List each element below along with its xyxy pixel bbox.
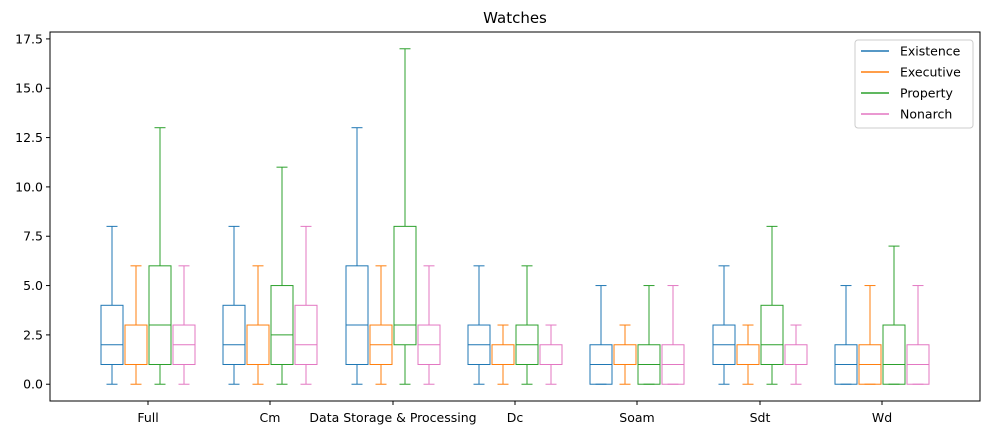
legend-label-executive: Executive <box>900 65 961 80</box>
box-property <box>148 127 172 385</box>
chart-title: Watches <box>483 9 547 27</box>
x-tick-label: Soam <box>619 410 654 425</box>
box-iqr <box>246 324 270 365</box>
box-property <box>393 48 417 385</box>
y-tick-label: 5.0 <box>23 278 43 293</box>
box-existence <box>712 265 736 385</box>
x-tick-label: Full <box>137 410 158 425</box>
box-iqr <box>270 285 294 365</box>
legend-label-nonarch: Nonarch <box>900 107 952 122</box>
y-tick-label: 12.5 <box>15 130 43 145</box>
box-iqr <box>148 265 172 365</box>
box-existence <box>345 127 369 385</box>
axes-frame <box>49 31 981 402</box>
x-tick-label: Data Storage & Processing <box>309 410 476 425</box>
box-nonarch <box>661 285 685 385</box>
box-property <box>515 265 539 385</box>
box-iqr <box>882 324 906 385</box>
box-nonarch <box>294 225 318 385</box>
legend-box <box>854 39 974 129</box>
box-existence <box>222 225 246 385</box>
legend: Existence Executive Property Nonarch <box>854 39 974 129</box>
box-existence <box>100 225 124 385</box>
box-executive <box>858 285 882 385</box>
box-iqr <box>124 324 148 365</box>
x-tick-label: Dc <box>507 410 524 425</box>
box-nonarch <box>906 285 930 385</box>
box-iqr <box>539 344 563 365</box>
y-tick-label: 10.0 <box>15 179 43 194</box>
box-property <box>270 166 294 385</box>
box-executive <box>736 324 760 385</box>
box-property <box>760 225 784 385</box>
x-tick-label: Sdt <box>750 410 771 425</box>
box-executive <box>491 324 515 385</box>
y-tick-label: 0.0 <box>23 377 43 392</box>
y-tick-label: 15.0 <box>15 81 43 96</box>
y-tick-label: 17.5 <box>15 31 43 46</box>
box-iqr <box>491 344 515 365</box>
x-tick-label: Cm <box>260 410 281 425</box>
legend-label-existence: Existence <box>900 44 961 59</box>
box-iqr <box>222 304 246 365</box>
box-iqr <box>345 265 369 365</box>
box-iqr <box>613 344 637 365</box>
box-existence <box>589 285 613 385</box>
box-iqr <box>736 344 760 365</box>
box-iqr <box>294 304 318 365</box>
box-iqr <box>393 225 417 346</box>
box-iqr <box>784 344 808 365</box>
y-tick-label: 7.5 <box>23 229 43 244</box>
legend-label-property: Property <box>900 86 953 101</box>
box-nonarch <box>172 265 196 385</box>
box-iqr <box>100 304 124 365</box>
box-nonarch <box>417 265 441 385</box>
box-nonarch <box>539 324 563 385</box>
y-axis: 0.0 2.5 5.0 7.5 10.0 12.5 15.0 17.5 <box>15 31 50 392</box>
plot-area <box>49 31 981 402</box>
x-axis: Full Cm Data Storage & Processing Dc Soam Sdt… <box>137 401 892 425</box>
box-existence <box>834 285 858 385</box>
box-nonarch <box>784 324 808 385</box>
box-executive <box>124 265 148 385</box>
box-iqr <box>760 304 784 365</box>
box-property <box>637 285 661 385</box>
box-existence <box>467 265 491 385</box>
box-property <box>882 245 906 385</box>
y-tick-label: 2.5 <box>23 327 43 342</box>
box-executive <box>246 265 270 385</box>
box-executive <box>613 324 637 385</box>
box-executive <box>369 265 393 385</box>
x-tick-label: Wd <box>872 410 892 425</box>
